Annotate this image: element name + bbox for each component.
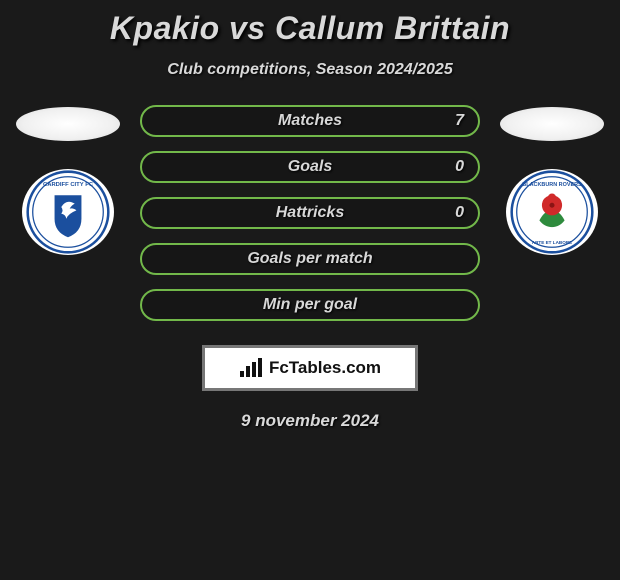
player-left-avatar xyxy=(16,107,120,141)
subtitle: Club competitions, Season 2024/2025 xyxy=(10,61,610,79)
stat-row-goals-per-match: Goals per match xyxy=(140,243,480,275)
stat-right-value: 7 xyxy=(455,112,464,130)
page-title: Kpakio vs Callum Brittain xyxy=(10,10,610,47)
stat-row-matches: Matches 7 xyxy=(140,105,480,137)
bars-icon xyxy=(239,358,263,378)
brand-attribution[interactable]: FcTables.com xyxy=(202,345,418,391)
stat-label: Min per goal xyxy=(263,296,357,314)
stat-label: Goals xyxy=(288,158,332,176)
svg-text:CARDIFF CITY FC: CARDIFF CITY FC xyxy=(43,182,94,188)
club-badge-blackburn: BLACKBURN ROVERS ARTE ET LABORE xyxy=(506,169,598,255)
cardiff-badge-icon: CARDIFF CITY FC xyxy=(26,170,110,254)
stat-label: Goals per match xyxy=(247,250,372,268)
stat-right-value: 0 xyxy=(455,204,464,222)
svg-text:ARTE ET LABORE: ARTE ET LABORE xyxy=(532,240,572,245)
stat-label: Matches xyxy=(278,112,342,130)
brand-text: FcTables.com xyxy=(269,358,381,378)
stat-row-min-per-goal: Min per goal xyxy=(140,289,480,321)
club-badge-cardiff: CARDIFF CITY FC xyxy=(22,169,114,255)
svg-text:BLACKBURN ROVERS: BLACKBURN ROVERS xyxy=(522,182,582,188)
player-left-column: CARDIFF CITY FC xyxy=(16,107,120,255)
stats-column: Matches 7 Goals 0 Hattricks 0 Goals per … xyxy=(140,105,480,321)
stat-label: Hattricks xyxy=(276,204,344,222)
player-right-avatar xyxy=(500,107,604,141)
date-label: 9 november 2024 xyxy=(10,411,610,431)
blackburn-badge-icon: BLACKBURN ROVERS ARTE ET LABORE xyxy=(510,170,594,254)
stat-row-goals: Goals 0 xyxy=(140,151,480,183)
root: Kpakio vs Callum Brittain Club competiti… xyxy=(0,0,620,439)
stat-row-hattricks: Hattricks 0 xyxy=(140,197,480,229)
comparison-panel: CARDIFF CITY FC Matches 7 Goals 0 Hattri… xyxy=(10,107,610,321)
player-right-column: BLACKBURN ROVERS ARTE ET LABORE xyxy=(500,107,604,255)
stat-right-value: 0 xyxy=(455,158,464,176)
